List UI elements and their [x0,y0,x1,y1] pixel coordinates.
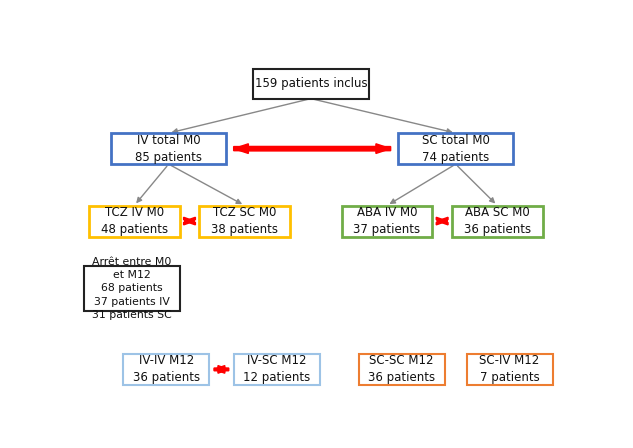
FancyBboxPatch shape [467,354,553,385]
Text: IV total M0
85 patients: IV total M0 85 patients [135,134,202,164]
FancyBboxPatch shape [398,133,513,164]
FancyBboxPatch shape [111,133,227,164]
Text: SC total M0
74 patients: SC total M0 74 patients [422,134,489,164]
FancyBboxPatch shape [123,354,209,385]
FancyBboxPatch shape [342,206,432,237]
FancyBboxPatch shape [234,354,320,385]
FancyArrow shape [437,217,448,225]
Text: TCZ IV M0
48 patients: TCZ IV M0 48 patients [101,206,168,236]
Text: TCZ SC M0
38 patients: TCZ SC M0 38 patients [211,206,278,236]
FancyArrow shape [184,217,194,225]
FancyArrow shape [214,366,229,373]
FancyArrow shape [234,144,391,154]
FancyArrow shape [185,217,196,225]
FancyBboxPatch shape [359,354,444,385]
FancyArrow shape [436,217,447,225]
FancyBboxPatch shape [253,69,368,99]
Text: IV-IV M12
36 patients: IV-IV M12 36 patients [133,354,200,384]
FancyArrow shape [234,144,391,154]
Text: SC-SC M12
36 patients: SC-SC M12 36 patients [368,354,436,384]
FancyBboxPatch shape [89,206,180,237]
Text: IV-SC M12
12 patients: IV-SC M12 12 patients [243,354,310,384]
FancyArrow shape [214,366,229,373]
Text: ABA SC M0
36 patients: ABA SC M0 36 patients [464,206,531,236]
Text: 159 patients inclus: 159 patients inclus [254,78,367,90]
FancyBboxPatch shape [84,266,180,311]
FancyBboxPatch shape [452,206,542,237]
FancyBboxPatch shape [199,206,290,237]
Text: SC-IV M12
7 patients: SC-IV M12 7 patients [479,354,540,384]
Text: ABA IV M0
37 patients: ABA IV M0 37 patients [353,206,420,236]
Text: Arrêt entre M0
et M12
68 patients
37 patients IV
31 patients SC: Arrêt entre M0 et M12 68 patients 37 pat… [92,257,172,320]
